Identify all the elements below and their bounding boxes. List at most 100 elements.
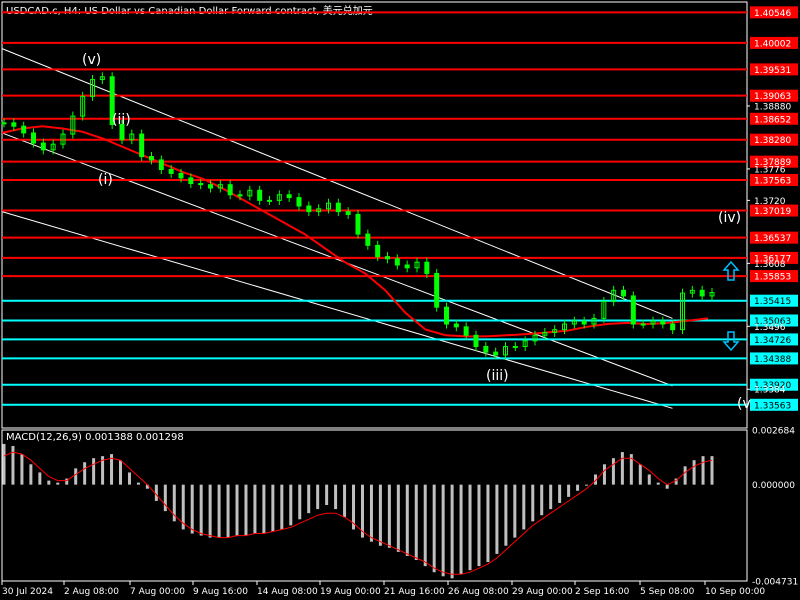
price-level-tag [750,314,798,327]
candle-body [630,295,636,325]
macd-histogram-bar [477,484,481,567]
macd-histogram-bar [92,458,96,485]
price-level-tag [750,333,798,346]
candle-body [670,323,676,331]
macd-histogram-bar [576,484,580,491]
candle-body [316,208,322,213]
macd-histogram-bar [235,484,239,536]
macd-histogram-bar [513,484,517,538]
candle-body [621,289,626,297]
macd-histogram-bar [378,484,382,546]
price-level-label: 1.36177 [754,254,791,264]
macd-histogram-bar [217,484,221,538]
price-level-label: 1.40546 [754,9,791,19]
candle-body [581,320,587,325]
macd-histogram-bar [29,464,33,485]
macd-histogram-bar [352,484,356,530]
macd-histogram-bar [83,462,87,485]
candle-body [188,177,194,185]
wave-label: (v) [82,52,101,68]
x-tick-label: 19 Aug 00:00 [320,587,381,597]
macd-histogram-bar [289,484,293,526]
macd-histogram-bar [244,484,248,536]
x-tick-label: 30 Jul 2024 [2,587,53,597]
candle-body [217,184,223,189]
x-tick-label: 21 Aug 16:00 [384,587,445,597]
price-level-tag [750,378,798,391]
candle-body [208,184,213,189]
candle-body [542,331,548,336]
candle-body [601,301,607,319]
candle-body [119,124,125,141]
price-level-tag [750,251,798,264]
macd-histogram-bar [47,480,51,485]
candle-body [326,202,331,210]
candle-body [463,326,469,336]
candle-body [139,133,145,158]
price-level-label: 1.33563 [754,401,791,411]
price-level-label: 1.39063 [754,92,791,102]
price-level-label: 1.37019 [754,207,791,217]
macd-histogram-bar [468,484,472,571]
price-level-tag [750,89,798,102]
price-level-tag [750,270,798,283]
main-panel-border [1,1,748,429]
candle-body [571,320,577,325]
macd-histogram-bar [504,484,508,546]
candle-body [227,184,233,196]
x-tick-label: 10 Sep 00:00 [705,587,765,597]
candle-body [512,346,518,349]
macd-histogram-bar [127,472,131,485]
macd-histogram-bar [119,460,123,485]
y-tick-label: 1.3496 [754,323,786,333]
price-level-tag [750,173,798,186]
x-tick-label: 26 Aug 08:00 [448,587,509,597]
price-level-tag [750,294,798,307]
macd-histogram-bar [343,484,347,518]
candle-body [424,261,430,274]
price-level-label: 1.39531 [754,66,791,76]
candle-body [90,79,95,97]
candle-body [40,142,46,151]
macd-histogram-bar [190,484,194,534]
macd-histogram-bar [253,484,257,534]
price-level-tag [750,63,798,76]
candle-body [247,189,253,197]
candle-body [650,320,656,325]
candle-body [680,292,685,331]
macd-signal-line [3,451,713,575]
macd-histogram-bar [567,484,571,497]
macd-histogram-bar [316,484,320,510]
macd-histogram-bar [540,484,544,516]
macd-histogram-bar [486,484,490,563]
macd-histogram-bar [172,484,176,522]
price-level-label: 1.33920 [754,381,791,391]
candle-body [404,264,410,269]
macd-histogram-bar [531,484,535,522]
macd-histogram-bar [56,482,60,485]
macd-histogram-bar [522,484,526,530]
candle-body [21,125,27,134]
candle-body [640,323,646,326]
arrow-up-icon [722,260,740,281]
candle-body [178,172,184,179]
price-level-tag [750,36,798,49]
candle-body [709,292,715,297]
candle-body [562,323,567,331]
macd-histogram-bar [20,454,24,485]
price-level-tag [750,6,798,19]
macd-histogram-bar [585,484,589,486]
y-tick-label: 1.3776 [754,165,786,175]
macd-histogram-bar [110,454,114,485]
candle-body [444,306,449,325]
candle-body [414,261,420,269]
macd-histogram-bar [396,484,400,552]
macd-histogram-bar [450,484,454,579]
candle-body [335,202,341,213]
candle-body [385,256,390,260]
macd-histogram-bar [701,456,705,485]
candle-body [522,340,528,348]
wave-label: (iv) [718,210,741,226]
channel-line [1,132,673,387]
